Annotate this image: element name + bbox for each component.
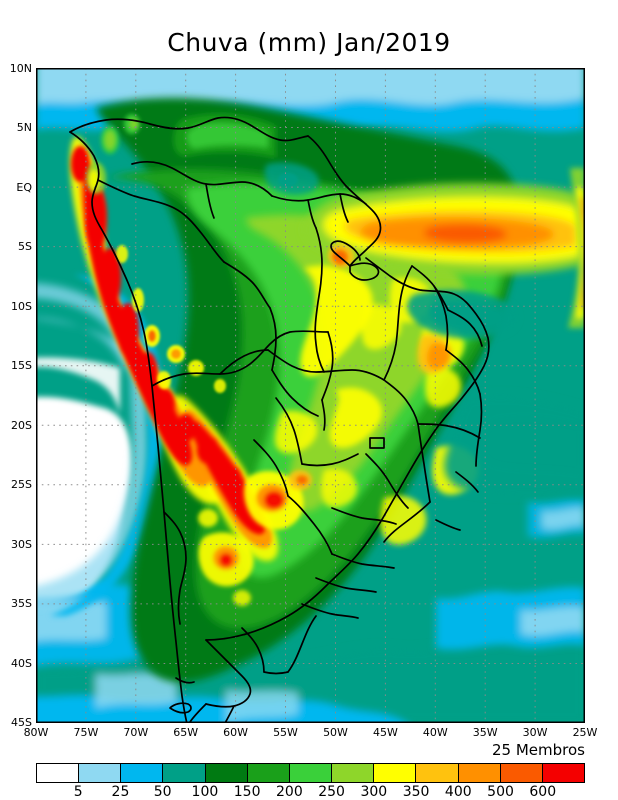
y-tick-label: 10S [11,300,32,313]
colorbar-tick-label: 300 [360,784,388,800]
colorbar-tick-label: 150 [233,784,261,800]
colorbar-swatches [36,763,585,783]
y-tick-label: 40S [11,657,32,670]
y-tick-label: 5N [16,121,32,134]
x-tick-label: 50W [323,726,348,739]
colorbar-segment [247,764,290,782]
colorbar-tick-label: 250 [318,784,345,800]
x-tick-label: 35W [472,726,498,739]
colorbar-tick-label: 25 [111,784,130,800]
colorbar-segment [289,764,333,782]
x-tick-label: 45W [372,726,398,739]
colorbar-tick-label: 400 [444,784,472,800]
colorbar-segment [37,764,80,782]
page-title: Chuva (mm) Jan/2019 [167,28,451,57]
y-tick-label: 20S [11,419,32,432]
map-plot-area: 10N 5N EQ 5S 10S 15S 20S 25S 30S 35S 40S… [10,62,598,739]
y-tick-label: 5S [18,240,32,253]
x-tick-label: 60W [223,726,249,739]
colorbar-segment [205,764,248,782]
colorbar-segment [121,764,164,782]
y-tick-label: EQ [16,181,32,194]
colorbar-tick-label: 600 [529,784,557,800]
y-tick-label: 35S [11,597,32,610]
x-tick-label: 65W [173,726,199,739]
colorbar-tick-label: 100 [191,784,219,800]
colorbar-tick-label: 350 [402,784,430,800]
colorbar-tick-label: 500 [487,784,514,800]
x-tick-label: 25W [572,726,598,739]
colorbar-segment [542,764,585,782]
colorbar-segment [416,764,459,782]
y-tick-label: 30S [11,538,32,551]
colorbar-segment [163,764,206,782]
x-tick-label: 30W [522,726,548,739]
colorbar-segment [458,764,501,782]
colorbar-segment [79,764,122,782]
x-tick-label: 80W [23,726,49,739]
colorbar-segment [500,764,543,782]
colorbar-segment [332,764,375,782]
colorbar-segment [374,764,417,782]
colorbar-tick-label: 50 [153,784,172,800]
colorbar-tick-label: 200 [276,784,303,800]
x-tick-label: 75W [73,726,99,739]
x-tick-label: 55W [273,726,298,739]
y-tick-label: 25S [11,478,32,491]
precipitation-map-svg [36,68,585,723]
ensemble-members-label: 25 Membros [492,741,585,759]
y-tick-label: 15S [11,359,32,372]
x-tick-label: 40W [422,726,448,739]
colorbar-tick-label: 5 [73,784,83,800]
y-tick-label: 10N [9,62,32,75]
y-tick-label: 45S [11,716,32,729]
x-tick-label: 70W [123,726,149,739]
colorbar [36,763,585,783]
colorbar-tick-labels: 5 25 50 100 150 200 250 300 350 400 500 600 [36,784,585,800]
